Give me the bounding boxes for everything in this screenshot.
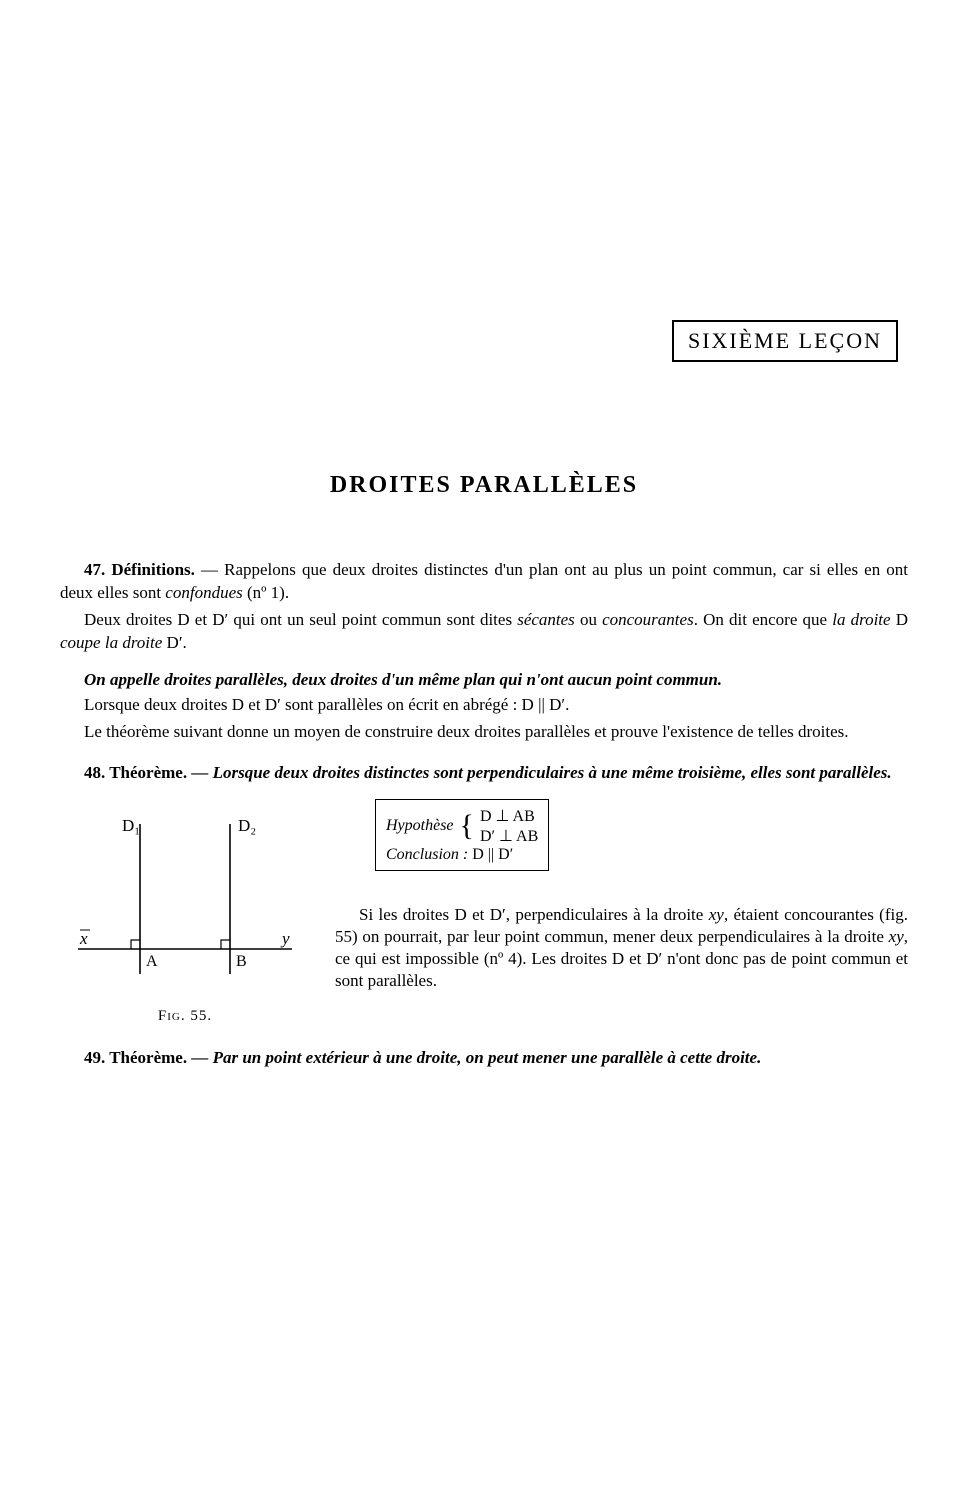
s49-theorem: 49. Théorème. — Par un point extérieur à…	[60, 1047, 908, 1070]
hyp-line-1: D ⊥ AB	[480, 806, 538, 826]
s47-p2: Deux droites D et D′ qui ont un seul poi…	[60, 609, 908, 655]
perp-mark-b	[221, 940, 230, 949]
s47-num: 47. Définitions.	[84, 560, 195, 579]
s48-theorem: 48. Théorème. — Lorsque deux droites dis…	[60, 762, 908, 785]
figure-caption: Fig. 55.	[60, 1008, 310, 1025]
s49-num: 49. Théorème.	[84, 1048, 187, 1067]
label-d2: D₂	[238, 816, 256, 835]
conclusion-label: Conclusion :	[386, 846, 468, 863]
page-title: DROITES PARALLÈLES	[60, 472, 908, 499]
s47-p1: 47. Définitions. — Rappelons que deux dr…	[60, 559, 908, 605]
label-a: A	[146, 953, 158, 970]
figure-55: D₁ D₂ x y A B	[60, 799, 310, 999]
hypothesis-box: Hypothèse { D ⊥ AB D′ ⊥ AB Conclusion : …	[375, 799, 549, 871]
hyp-line-2: D′ ⊥ AB	[480, 826, 538, 846]
s47-p3: Lorsque deux droites D et D′ sont parall…	[60, 694, 908, 717]
hypothesis-label: Hypothèse	[386, 817, 454, 835]
s47-p4: Le théorème suivant donne un moyen de co…	[60, 721, 908, 744]
brace-icon: {	[460, 812, 474, 839]
s47-definition: On appelle droites parallèles, deux droi…	[60, 669, 908, 692]
s48-num: 48. Théorème.	[84, 763, 187, 782]
conclusion-text: D || D′	[468, 846, 513, 863]
perp-mark-a	[131, 940, 140, 949]
label-y: y	[280, 929, 290, 948]
lesson-header-box: SIXIÈME LEÇON	[672, 320, 898, 362]
label-b: B	[236, 953, 247, 970]
s48-proof: Si les droites D et D′, perpendiculaires…	[335, 904, 908, 992]
label-d1: D₁	[122, 816, 140, 835]
label-x: x	[79, 929, 88, 948]
lesson-label: SIXIÈME LEÇON	[688, 328, 882, 353]
